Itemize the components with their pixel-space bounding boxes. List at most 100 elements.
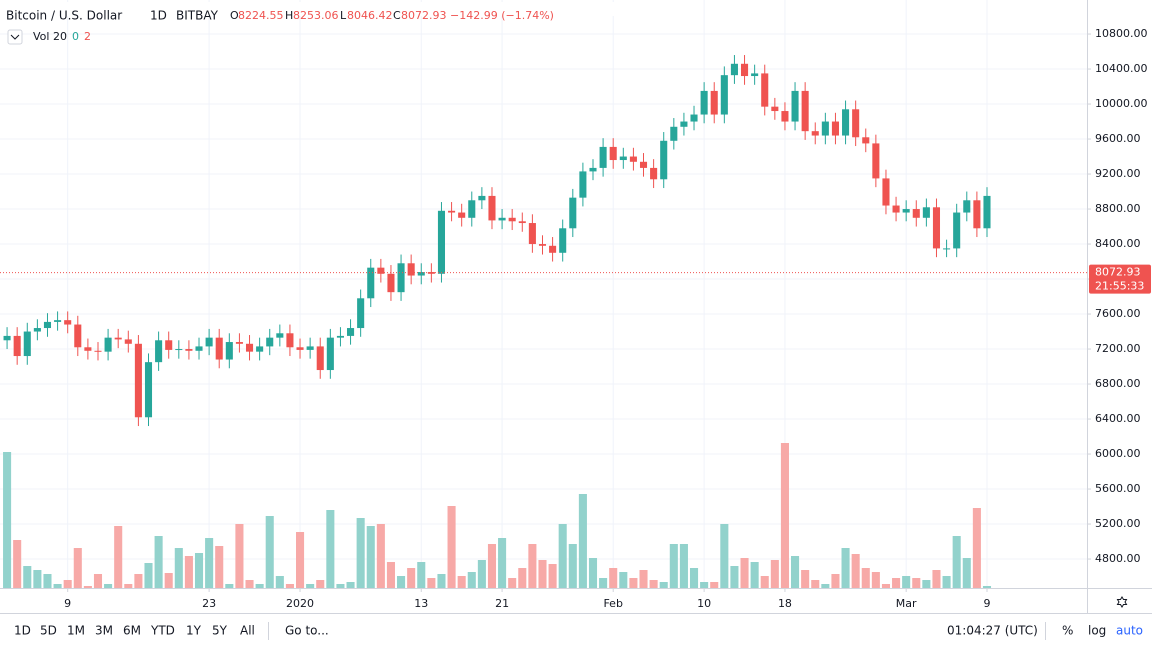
volume-bar (609, 568, 618, 588)
volume-bar (578, 494, 587, 588)
candle-body (205, 337, 213, 347)
volume-bar (649, 580, 658, 588)
candle-body (670, 126, 678, 141)
candle-body (427, 272, 435, 274)
candle-body (943, 248, 951, 250)
volume-bar (952, 536, 961, 588)
candle-body (104, 337, 112, 352)
volume-bar (831, 574, 840, 588)
volume-bar (397, 576, 406, 588)
range-button[interactable]: 1M (67, 624, 85, 638)
goto-button[interactable]: Go to... (285, 624, 329, 638)
candle-body (508, 217, 516, 222)
candle-body (498, 217, 506, 221)
candle-body (387, 273, 395, 293)
candle-body (589, 167, 597, 172)
candle-body (852, 109, 860, 138)
volume-bar (134, 574, 143, 588)
candle-body (316, 346, 324, 371)
volume-bar (33, 570, 42, 588)
volume-bar (528, 544, 537, 588)
volume-bar (83, 586, 92, 588)
candle-body (518, 221, 526, 224)
volume-bar (477, 560, 486, 588)
candle-body (437, 210, 446, 274)
range-button[interactable]: 5Y (212, 624, 228, 638)
range-button[interactable]: 3M (95, 624, 113, 638)
c-value: 8072.93 (401, 9, 447, 22)
range-button[interactable]: 5D (40, 624, 57, 638)
range-button[interactable]: YTD (150, 624, 175, 638)
volume-bar (326, 510, 335, 588)
auto-button[interactable]: auto (1116, 624, 1143, 638)
change: −142.99 (−1.74%) (450, 9, 554, 22)
h-value: 8253.06 (293, 9, 339, 22)
plot (0, 0, 1087, 588)
candle-body (751, 73, 759, 77)
candle-body (821, 121, 829, 136)
volume-a: 0 (72, 30, 79, 43)
candle-body (579, 171, 587, 198)
candle-body (195, 346, 203, 351)
volume-bar (689, 568, 699, 588)
l-value: 8046.42 (347, 9, 393, 22)
candle-body (740, 63, 749, 77)
range-button[interactable]: 6M (123, 624, 141, 638)
percent-button[interactable]: % (1062, 624, 1073, 638)
collapse-icon (10, 34, 20, 40)
candle-body (347, 328, 355, 336)
volume-bar (730, 566, 739, 588)
candle-body (84, 347, 92, 351)
candle-body (559, 228, 567, 253)
candle-body (791, 90, 799, 122)
interval: 1D (150, 9, 167, 23)
c-label: C (393, 9, 401, 22)
candle-body (94, 350, 102, 352)
volume-bar (871, 572, 880, 588)
volume-bar (154, 536, 163, 588)
volume-bar (811, 580, 820, 588)
candle-body (842, 109, 850, 136)
volume-b: 2 (84, 30, 91, 43)
h-label: H (285, 9, 293, 22)
last-price-box (1089, 264, 1151, 294)
candle-body (569, 197, 577, 229)
candle-body (74, 324, 82, 348)
candle-body (33, 328, 41, 332)
candle-body (538, 244, 547, 246)
volume-bar (194, 553, 204, 588)
candle-body (831, 121, 839, 136)
candle-body (720, 75, 728, 115)
range-button[interactable]: 1Y (186, 624, 202, 638)
candle-body (336, 335, 344, 338)
candle-body (478, 195, 486, 201)
volume-bar (791, 556, 800, 588)
volume-bar (215, 546, 224, 588)
volume-bar (700, 582, 709, 588)
header: Bitcoin / U.S. Dollar 1D BITBAY O 8224.5… (0, 2, 636, 45)
volume-bar (275, 576, 284, 588)
candle-body (124, 339, 132, 344)
candle-body (932, 207, 941, 249)
range-button[interactable]: 1D (14, 624, 31, 638)
candle-body (397, 263, 405, 293)
y-tick-label: 9600.00 (1095, 132, 1141, 145)
volume-bar (588, 558, 598, 588)
last-price-label: 8072.93 (1095, 266, 1141, 279)
candle-body (599, 146, 607, 168)
candle-body (165, 340, 173, 350)
volume-bar (255, 584, 264, 588)
candle-body (114, 337, 122, 340)
volume-bar (487, 544, 497, 588)
volume-bar (114, 526, 123, 588)
settings-icon[interactable] (1116, 596, 1128, 608)
range-button[interactable]: All (240, 624, 255, 638)
volume-bar (43, 574, 52, 588)
candle-body (902, 209, 910, 213)
collapse-button[interactable] (7, 29, 23, 45)
volume-bar (316, 580, 325, 588)
volume-bar (417, 562, 426, 588)
volume-bar (23, 566, 32, 588)
volume-bar (53, 584, 62, 588)
log-button[interactable]: log (1088, 624, 1106, 638)
